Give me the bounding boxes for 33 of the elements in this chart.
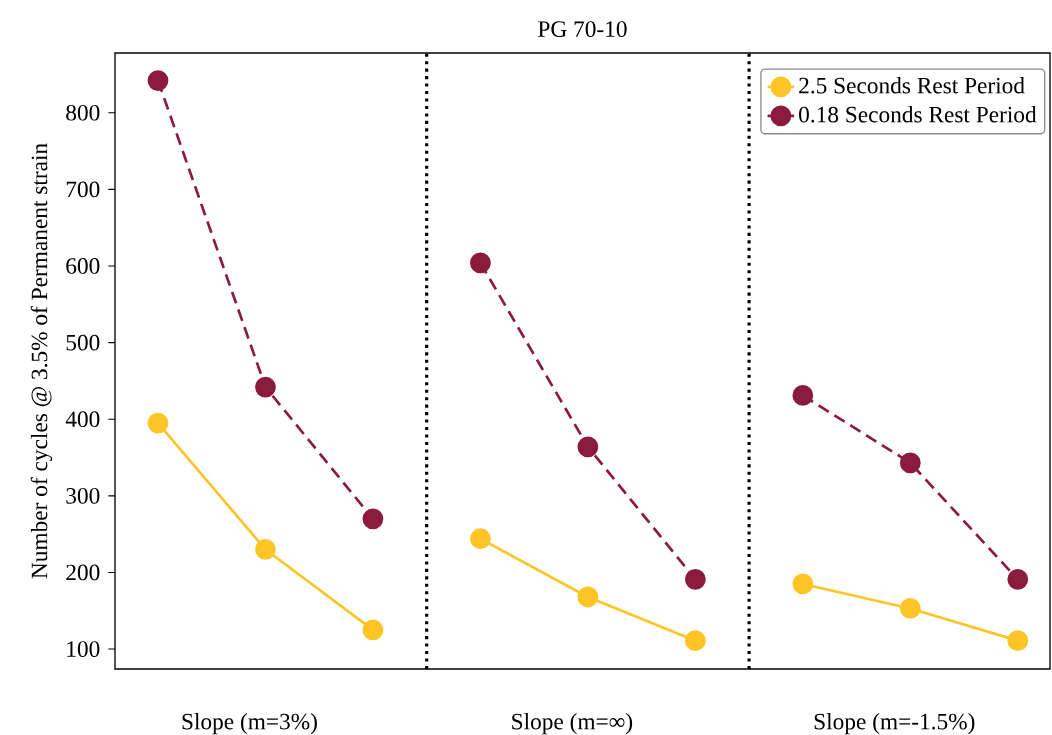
point — [792, 573, 814, 595]
legend-label: 0.18 Seconds Rest Period — [799, 106, 1037, 123]
y-tick-label: 500 — [66, 334, 100, 351]
point — [792, 385, 814, 406]
y-tick-label: 700 — [66, 181, 100, 198]
point — [362, 508, 384, 530]
point — [1007, 630, 1029, 652]
point — [255, 376, 276, 398]
legend-label: 2.5 Seconds Rest Period — [799, 77, 1025, 94]
point — [577, 436, 599, 458]
y-tick-label: 300 — [66, 487, 100, 504]
point — [899, 598, 921, 619]
chart-title: PG 70-10 — [538, 21, 627, 37]
y-tick-label: 600 — [66, 258, 100, 274]
point — [470, 252, 491, 274]
point — [1007, 568, 1029, 590]
y-tick-label: 400 — [65, 411, 100, 428]
x-tick-label: Slope (m=∞) — [512, 713, 633, 735]
y-tick-label: 100 — [67, 641, 100, 657]
point — [470, 528, 491, 550]
point — [255, 539, 276, 560]
y-tick-label: 800 — [66, 104, 100, 121]
point — [147, 412, 169, 434]
point — [684, 568, 706, 590]
y-tick-label: 200 — [66, 564, 100, 581]
point — [684, 630, 706, 652]
point — [577, 586, 599, 608]
x-tick-label: Slope (m=-1.5%) — [814, 713, 975, 735]
point — [147, 70, 169, 91]
point — [362, 619, 384, 641]
point — [899, 452, 921, 474]
x-tick-label: Slope (m=3%) — [182, 713, 317, 735]
y-axis-title: Number of cycles @ 3.5% of Permanent strain — [30, 143, 53, 579]
